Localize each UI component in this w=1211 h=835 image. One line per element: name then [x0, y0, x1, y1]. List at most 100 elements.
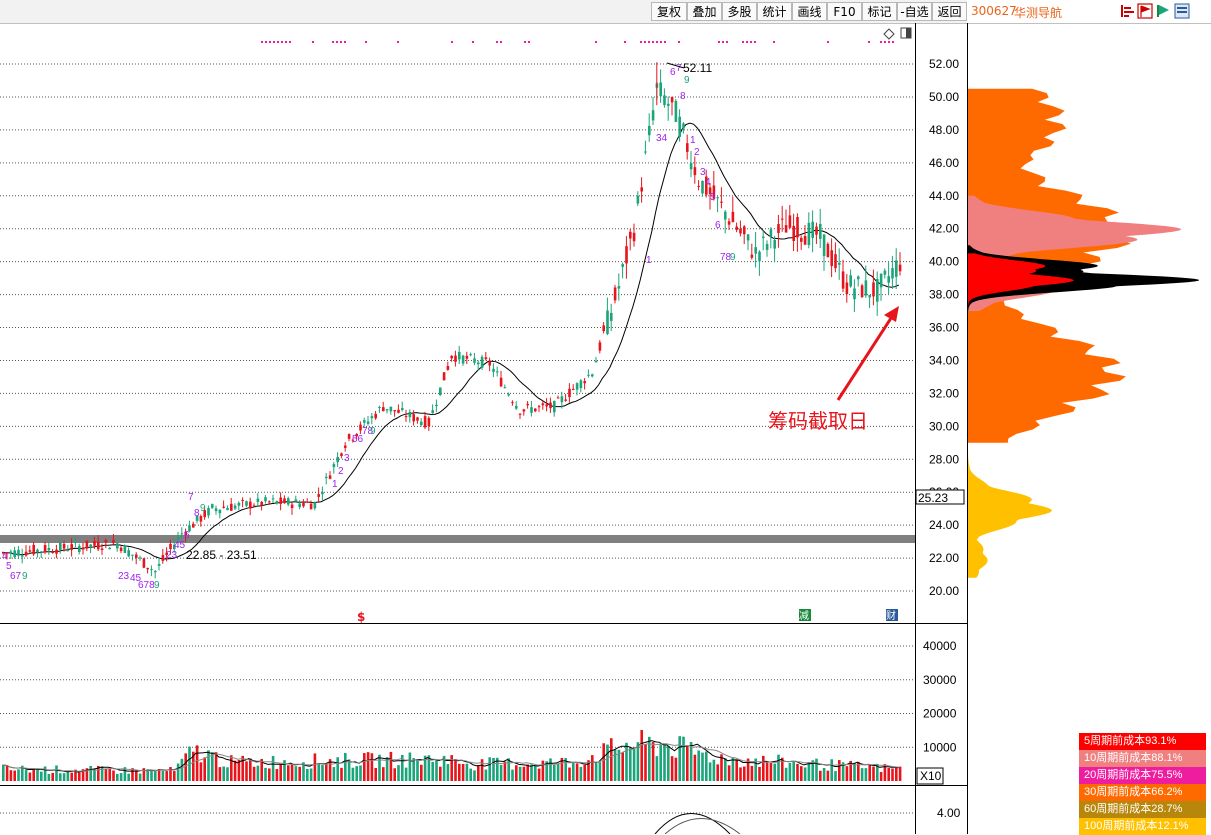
volume-bar: [537, 768, 541, 781]
volume-bar: [97, 765, 100, 781]
candle-body: [2, 552, 5, 554]
signal-dot: [261, 41, 263, 43]
candle-body: [853, 288, 856, 300]
candle-body: [309, 503, 313, 510]
chip-legend-item[interactable]: 60周期前成本28.7%: [1079, 801, 1206, 818]
fuquan-button[interactable]: 复权: [651, 2, 687, 21]
diamond-icon[interactable]: [883, 28, 895, 40]
candle-body: [287, 498, 290, 505]
volume-bar: [104, 768, 108, 781]
chip-legend-item[interactable]: 20周期前成本75.5%: [1079, 767, 1206, 784]
candle-body: [138, 557, 142, 559]
chip-legend-item[interactable]: 10周期前成本88.1%: [1079, 750, 1206, 767]
candle-body: [55, 549, 58, 554]
candle-body: [530, 407, 533, 413]
candle-body: [868, 295, 871, 298]
volume-bar: [138, 773, 142, 781]
volume-bar: [192, 751, 195, 781]
volume-bar: [70, 772, 73, 781]
candle-body: [496, 371, 499, 373]
volume-bar: [621, 752, 624, 781]
volume-bar: [792, 761, 795, 781]
dividend-marker[interactable]: $: [357, 610, 365, 624]
volume-bar: [667, 745, 670, 781]
candle-body: [556, 397, 560, 399]
candle-body: [549, 402, 552, 409]
volume-bar: [112, 770, 115, 781]
candle-body: [78, 545, 81, 553]
candle-body: [465, 355, 469, 359]
volume-bar: [473, 770, 476, 781]
td-count-label: 2: [338, 466, 344, 477]
multi-stock-button[interactable]: 多股: [722, 2, 757, 21]
chip-legend-item[interactable]: 30周期前成本66.2%: [1079, 784, 1206, 801]
volume-bar: [184, 753, 187, 781]
candle-body: [811, 221, 814, 238]
remove-watchlist-button[interactable]: -自选: [897, 2, 932, 21]
finance-marker-box[interactable]: [886, 609, 898, 621]
volume-bar: [55, 765, 58, 781]
candle-body: [876, 279, 879, 302]
signal-dot: [269, 41, 271, 43]
candle-body: [689, 163, 693, 170]
volume-bar: [716, 764, 719, 781]
volume-bar: [674, 757, 678, 781]
draw-line-button[interactable]: 画线: [792, 2, 827, 21]
signal-dot: [742, 41, 744, 43]
back-button[interactable]: 返回: [932, 2, 967, 21]
volume-bar: [423, 755, 427, 781]
volume-bar: [701, 752, 704, 781]
candle-body: [275, 501, 279, 504]
chip-flag-icon[interactable]: [1137, 3, 1153, 19]
mark-button[interactable]: 标记: [862, 2, 897, 21]
candle-body: [313, 502, 317, 509]
overlay-button[interactable]: 叠加: [687, 2, 722, 21]
volume-bar: [606, 744, 609, 781]
candle-body: [397, 409, 400, 413]
candle-body: [268, 501, 271, 503]
candle-body: [644, 151, 647, 153]
volume-bar: [765, 761, 769, 781]
candle-body: [218, 509, 222, 514]
f10-button[interactable]: F10: [827, 2, 862, 21]
signal-dot: [524, 41, 526, 43]
moving-average-line: [1, 122, 900, 560]
statistics-button[interactable]: 统计: [757, 2, 792, 21]
volume-bar: [834, 771, 837, 781]
td-count-label: 9: [370, 426, 376, 437]
candle-body: [142, 558, 146, 568]
chip-legend-item[interactable]: 100周期前成本12.1%: [1079, 818, 1206, 835]
candle-body: [488, 361, 491, 366]
volume-tick-label: 20000: [923, 707, 957, 721]
candle-body: [317, 494, 320, 497]
volume-bar: [203, 757, 206, 781]
chip-bars-icon[interactable]: [1119, 3, 1135, 19]
volume-bar: [40, 771, 43, 781]
candle-body: [245, 501, 248, 506]
volume-bar: [830, 759, 833, 781]
candle-body: [841, 271, 845, 289]
volume-bar: [85, 768, 89, 781]
volume-bar: [841, 762, 845, 781]
chip-legend-item[interactable]: 5周期前成本93.1%: [1079, 733, 1206, 750]
chip-panel-icon[interactable]: [1174, 3, 1190, 19]
candle-body: [830, 250, 833, 267]
volume-bar: [412, 758, 415, 781]
chip-green-flag-icon[interactable]: [1155, 3, 1171, 19]
volume-bar: [344, 752, 347, 781]
volume-bar: [743, 766, 746, 781]
reduce-marker-box[interactable]: [799, 609, 811, 621]
candle-body: [708, 187, 712, 195]
volume-axis-labels: 40000 30000 20000 10000: [923, 639, 957, 754]
volume-bar: [678, 736, 681, 781]
candle-body: [461, 355, 465, 364]
volume-bar: [895, 767, 898, 781]
candle-body: [146, 567, 149, 570]
panel-toggle-icon[interactable]: [900, 27, 912, 39]
signal-dot: [868, 41, 870, 43]
candle-body: [769, 229, 773, 237]
candle-body: [822, 234, 826, 257]
candle-body: [347, 434, 351, 439]
volume-bar: [461, 764, 465, 781]
